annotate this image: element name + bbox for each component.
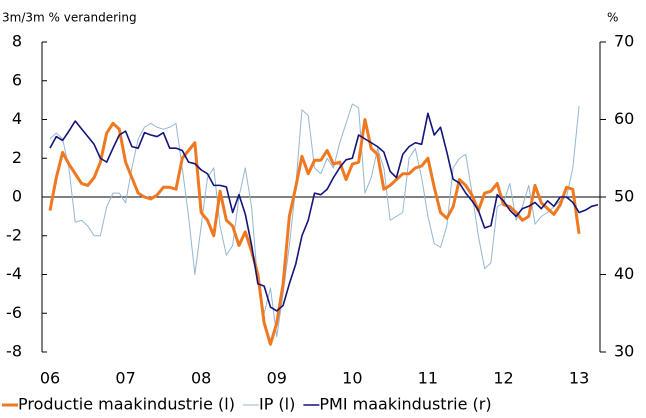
- y2-tick-label: 70: [614, 32, 634, 51]
- x-tick-label: 12: [493, 369, 513, 388]
- series-line: [48, 118, 581, 346]
- series-line: [49, 103, 580, 337]
- y2-tick-label: 60: [614, 109, 634, 128]
- x-tick-label: 10: [342, 369, 362, 388]
- y2-tick-label: 30: [614, 342, 634, 361]
- y-axis-label: 3m/3m % verandering: [2, 11, 137, 25]
- y-tick-label: -6: [6, 303, 22, 322]
- y-tick-label: 6: [12, 70, 22, 89]
- x-tick-label: 06: [40, 369, 60, 388]
- y-tick-label: 0: [12, 187, 22, 206]
- y-tick-label: 4: [12, 109, 22, 128]
- legend-label: Productie maakindustrie (l): [18, 395, 235, 414]
- x-tick-label: 11: [418, 369, 438, 388]
- y-tick-label: -4: [6, 264, 22, 283]
- y-tick-label: -2: [6, 225, 22, 244]
- x-tick-label: 07: [115, 369, 135, 388]
- y-tick-label: 2: [12, 148, 22, 167]
- y2-tick-label: 50: [614, 187, 634, 206]
- x-tick-label: 09: [267, 369, 287, 388]
- y2-axis-label: %: [607, 11, 618, 25]
- y-tick-label: -8: [6, 342, 22, 361]
- y2-tick-label: 40: [614, 264, 634, 283]
- y-tick-label: 8: [12, 32, 22, 51]
- x-tick-label: 08: [191, 369, 211, 388]
- legend-label: IP (l): [259, 395, 295, 414]
- x-tick-label: 13: [569, 369, 589, 388]
- legend-label: PMI maakindustrie (r): [319, 395, 491, 414]
- series-line: [49, 112, 599, 312]
